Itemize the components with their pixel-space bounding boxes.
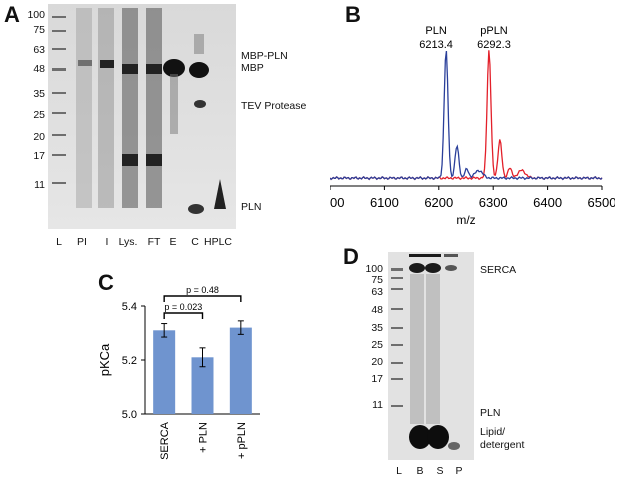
- mw-marker-a: 11: [34, 179, 45, 191]
- mw-marker-a: 63: [33, 44, 45, 56]
- panel-a-gel: [48, 4, 236, 229]
- x-category-label: + pPLN: [236, 422, 248, 459]
- annotation-detergent: detergent: [480, 439, 525, 451]
- y-axis-label: pKCa: [97, 343, 112, 376]
- bar: [153, 330, 176, 414]
- peak-label-mass: 6213.4: [419, 39, 453, 51]
- ladder-lane-a: [52, 16, 66, 184]
- x-tick-label: 6300: [479, 195, 508, 210]
- mw-marker-a: 25: [33, 109, 45, 121]
- peak-label-name: PLN: [425, 25, 446, 37]
- lane-label-d: P: [455, 465, 463, 477]
- mw-marker-d: 17: [371, 373, 383, 385]
- lane-label-a: HPLC: [203, 236, 232, 248]
- ladder-lane-d: [391, 268, 403, 407]
- lane-label-a: E: [169, 236, 177, 248]
- annotation-mbp-pln: MBP-PLN: [241, 50, 288, 62]
- mw-marker-d: 48: [371, 304, 383, 316]
- annotation-pln-a: PLN: [241, 201, 262, 213]
- panel-d-letter: D: [343, 244, 359, 269]
- p-value-label: p = 0.023: [164, 302, 202, 312]
- mw-marker-a: 48: [33, 63, 45, 75]
- lane-label-d: L: [396, 465, 402, 477]
- x-category-label: + PLN: [198, 422, 210, 453]
- lane-label-a: I: [105, 236, 109, 248]
- pkca-bar-chart: 5.0 5.2 5.4 pKCa SERCA + PLN + pPLN p = 0.48 p =…: [97, 285, 260, 460]
- mw-marker-d: 20: [371, 356, 383, 368]
- peak-label-mass: 6292.3: [477, 39, 511, 51]
- lane-label-a: Lys.: [118, 236, 138, 248]
- mw-marker-a: 20: [33, 131, 45, 143]
- annotation-pln-d: PLN: [480, 407, 501, 419]
- x-tick-label: 6100: [370, 195, 399, 210]
- annotation-lipid: Lipid/: [480, 426, 506, 438]
- ppln-trace: [330, 50, 603, 181]
- mw-marker-a: 35: [33, 88, 45, 100]
- mw-marker-d: 35: [371, 322, 383, 334]
- bar: [229, 327, 252, 414]
- mw-marker-a: 100: [27, 9, 45, 21]
- mw-marker-d: 63: [371, 286, 383, 298]
- x-tick-label: 6000: [330, 195, 344, 210]
- mw-marker-d: 100: [365, 263, 383, 275]
- lane-label-a: L: [56, 236, 62, 248]
- significance-bracket: [163, 295, 242, 302]
- mw-marker-d: 75: [371, 274, 383, 286]
- x-tick-label: 6400: [533, 195, 562, 210]
- pln-trace: [330, 50, 603, 181]
- mw-marker-a: 17: [33, 150, 45, 162]
- annotation-tev: TEV Protease: [241, 100, 307, 112]
- lane-label-a: PI: [77, 236, 87, 248]
- lane-label-a: C: [191, 236, 199, 248]
- y-tick-label: 5.0: [122, 409, 137, 421]
- panel-d-gel: [388, 252, 474, 460]
- y-tick-label: 5.2: [122, 355, 137, 367]
- p-value-label: p = 0.48: [186, 285, 219, 295]
- x-axis-label: m/z: [456, 213, 475, 227]
- annotation-serca: SERCA: [480, 264, 517, 276]
- bar: [191, 357, 214, 414]
- mw-marker-d: 11: [372, 399, 383, 411]
- peak-label-name: pPLN: [480, 25, 508, 37]
- significance-bracket: [163, 312, 204, 319]
- x-tick-label: 6500: [588, 195, 615, 210]
- lane-label-d: B: [416, 465, 424, 477]
- x-category-label: SERCA: [159, 421, 171, 460]
- lane-label-d: S: [436, 465, 444, 477]
- panel-b-letter: B: [345, 2, 361, 27]
- annotation-mbp: MBP: [241, 62, 264, 74]
- mw-marker-d: 25: [371, 339, 383, 351]
- mass-spectrum-chart: 6000 6100 6200 6300 6400 6500 m/z PLN 6213.4 pPLN…: [330, 25, 615, 227]
- mw-marker-a: 75: [33, 24, 45, 36]
- y-tick-label: 5.4: [122, 301, 137, 313]
- panel-c-letter: C: [98, 270, 114, 295]
- panel-a-letter: A: [4, 2, 20, 27]
- lane-label-a: FT: [147, 236, 161, 248]
- x-tick-label: 6200: [424, 195, 453, 210]
